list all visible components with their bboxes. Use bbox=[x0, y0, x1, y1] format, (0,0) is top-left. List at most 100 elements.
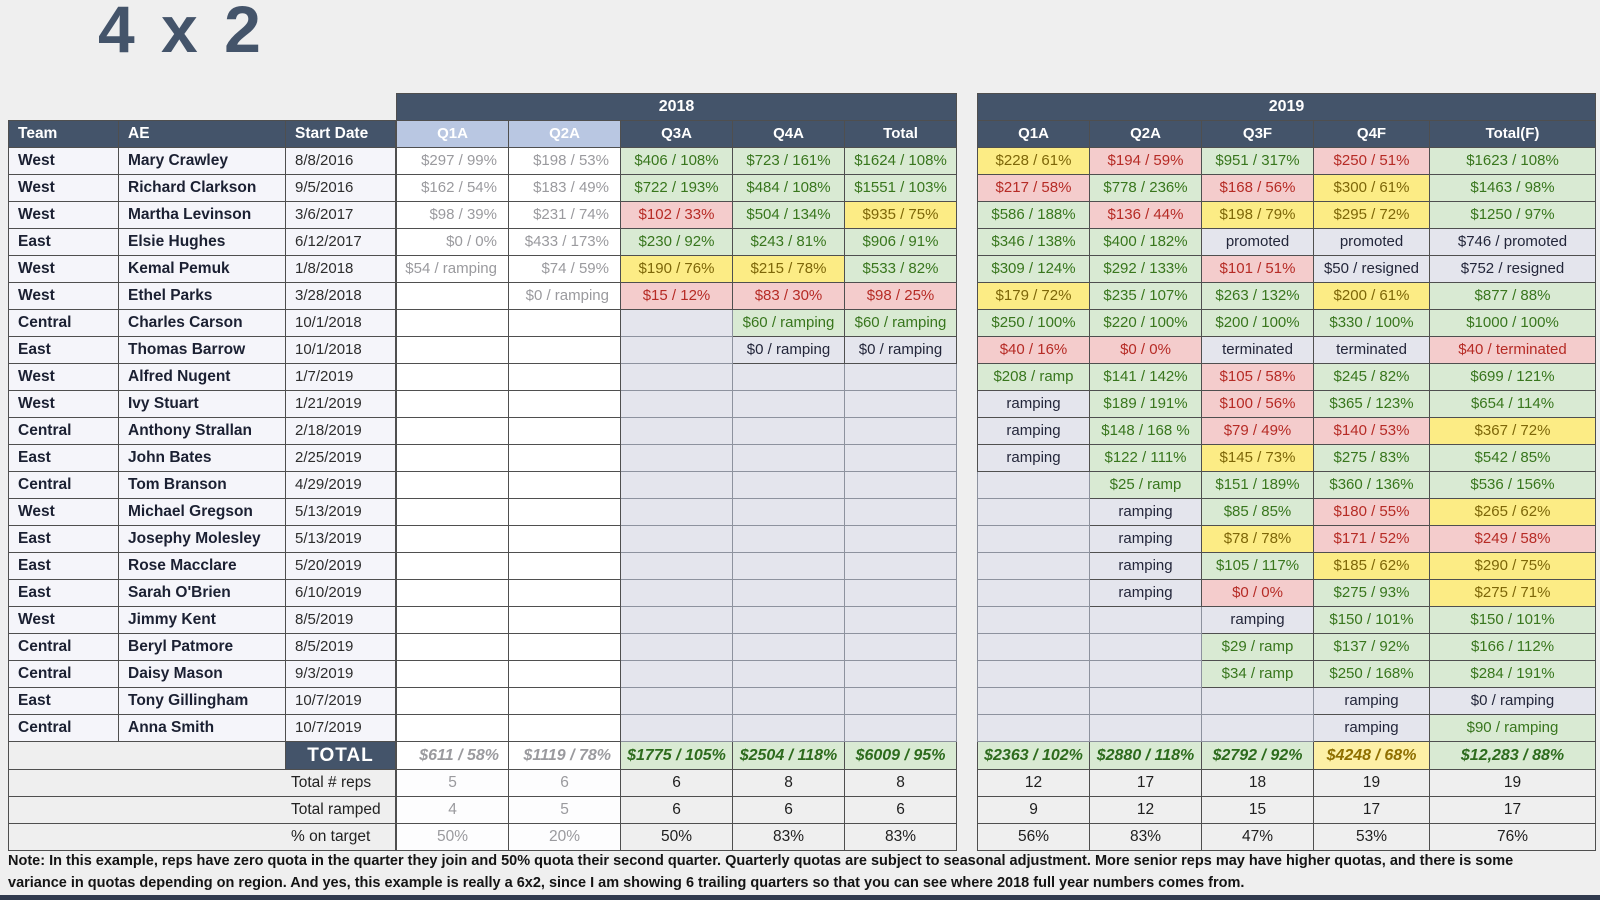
column-header-team[interactable]: Team bbox=[8, 120, 119, 148]
metric-cell[interactable]: $231 / 74% bbox=[508, 201, 621, 229]
metric-cell[interactable]: $90 / ramping bbox=[1429, 714, 1596, 742]
metric-cell[interactable] bbox=[977, 687, 1090, 715]
ae-cell[interactable]: John Bates bbox=[118, 444, 286, 472]
ae-cell[interactable]: Mary Crawley bbox=[118, 147, 286, 175]
metric-cell[interactable]: $1623 / 108% bbox=[1429, 147, 1596, 175]
metric-cell[interactable] bbox=[844, 579, 957, 607]
metric-cell[interactable]: $654 / 114% bbox=[1429, 390, 1596, 418]
start-date-cell[interactable]: 10/7/2019 bbox=[285, 714, 396, 742]
metric-cell[interactable]: $275 / 83% bbox=[1313, 444, 1430, 472]
metric-cell[interactable] bbox=[732, 579, 845, 607]
total-row-cell[interactable]: $1119 / 78% bbox=[508, 741, 621, 770]
ae-cell[interactable]: Charles Carson bbox=[118, 309, 286, 337]
metric-cell[interactable]: $0 / 0% bbox=[1201, 579, 1314, 607]
team-cell[interactable]: East bbox=[8, 228, 119, 256]
metric-cell[interactable]: $15 / 12% bbox=[620, 282, 733, 310]
metric-cell[interactable]: $245 / 82% bbox=[1313, 363, 1430, 391]
metric-cell[interactable]: $0 / 0% bbox=[396, 228, 509, 256]
metric-cell[interactable]: terminated bbox=[1313, 336, 1430, 364]
metric-cell[interactable]: $189 / 191% bbox=[1089, 390, 1202, 418]
metric-cell[interactable]: promoted bbox=[1201, 228, 1314, 256]
metric-cell[interactable]: ramping bbox=[977, 444, 1090, 472]
ae-cell[interactable]: Richard Clarkson bbox=[118, 174, 286, 202]
start-date-cell[interactable]: 8/8/2016 bbox=[285, 147, 396, 175]
metric-cell[interactable]: $723 / 161% bbox=[732, 147, 845, 175]
metric-cell[interactable] bbox=[508, 363, 621, 391]
metric-cell[interactable]: $150 / 101% bbox=[1429, 606, 1596, 634]
ae-cell[interactable]: Tom Branson bbox=[118, 471, 286, 499]
metric-cell[interactable] bbox=[396, 633, 509, 661]
metric-cell[interactable]: $400 / 182% bbox=[1089, 228, 1202, 256]
metric-cell[interactable]: $136 / 44% bbox=[1089, 201, 1202, 229]
metric-cell[interactable]: $60 / ramping bbox=[732, 309, 845, 337]
metric-cell[interactable] bbox=[620, 417, 733, 445]
metric-cell[interactable]: $295 / 72% bbox=[1313, 201, 1430, 229]
metric-cell[interactable] bbox=[844, 633, 957, 661]
start-date-cell[interactable]: 8/5/2019 bbox=[285, 633, 396, 661]
metric-cell[interactable] bbox=[396, 390, 509, 418]
metric-cell[interactable] bbox=[396, 444, 509, 472]
metric-cell[interactable]: $951 / 317% bbox=[1201, 147, 1314, 175]
column-header-start-date[interactable]: Start Date bbox=[285, 120, 396, 148]
metric-cell[interactable] bbox=[732, 552, 845, 580]
metric-cell[interactable] bbox=[508, 606, 621, 634]
metric-cell[interactable] bbox=[732, 444, 845, 472]
total-row-cell[interactable]: $6009 / 95% bbox=[844, 741, 957, 770]
team-cell[interactable]: East bbox=[8, 579, 119, 607]
metric-cell[interactable] bbox=[508, 390, 621, 418]
metric-cell[interactable] bbox=[508, 552, 621, 580]
metric-cell[interactable]: $171 / 52% bbox=[1313, 525, 1430, 553]
metric-cell[interactable]: $1000 / 100% bbox=[1429, 309, 1596, 337]
metric-cell[interactable]: $137 / 92% bbox=[1313, 633, 1430, 661]
column-header-q2a[interactable]: Q2A bbox=[1089, 120, 1202, 148]
metric-cell[interactable]: $217 / 58% bbox=[977, 174, 1090, 202]
ae-cell[interactable]: Tony Gillingham bbox=[118, 687, 286, 715]
team-cell[interactable]: Central bbox=[8, 417, 119, 445]
column-header-q2a[interactable]: Q2A bbox=[508, 120, 621, 148]
metric-cell[interactable]: $60 / ramping bbox=[844, 309, 957, 337]
metric-cell[interactable] bbox=[1089, 633, 1202, 661]
metric-cell[interactable]: $78 / 78% bbox=[1201, 525, 1314, 553]
metric-cell[interactable]: $275 / 71% bbox=[1429, 579, 1596, 607]
metric-cell[interactable] bbox=[620, 444, 733, 472]
metric-cell[interactable] bbox=[844, 498, 957, 526]
metric-cell[interactable] bbox=[620, 660, 733, 688]
metric-cell[interactable]: $275 / 93% bbox=[1313, 579, 1430, 607]
start-date-cell[interactable]: 10/1/2018 bbox=[285, 309, 396, 337]
team-cell[interactable]: East bbox=[8, 336, 119, 364]
metric-cell[interactable]: $85 / 85% bbox=[1201, 498, 1314, 526]
metric-cell[interactable]: $74 / 59% bbox=[508, 255, 621, 283]
metric-cell[interactable] bbox=[508, 660, 621, 688]
metric-cell[interactable] bbox=[732, 417, 845, 445]
metric-cell[interactable]: $504 / 134% bbox=[732, 201, 845, 229]
metric-cell[interactable] bbox=[844, 525, 957, 553]
metric-cell[interactable]: $208 / ramp bbox=[977, 363, 1090, 391]
metric-cell[interactable]: $198 / 79% bbox=[1201, 201, 1314, 229]
metric-cell[interactable]: $752 / resigned bbox=[1429, 255, 1596, 283]
metric-cell[interactable] bbox=[508, 525, 621, 553]
column-header-q4a[interactable]: Q4A bbox=[732, 120, 845, 148]
metric-cell[interactable]: $746 / promoted bbox=[1429, 228, 1596, 256]
metric-cell[interactable] bbox=[620, 363, 733, 391]
metric-cell[interactable] bbox=[844, 687, 957, 715]
metric-cell[interactable]: $140 / 53% bbox=[1313, 417, 1430, 445]
ae-cell[interactable]: Ethel Parks bbox=[118, 282, 286, 310]
metric-cell[interactable] bbox=[732, 525, 845, 553]
metric-cell[interactable] bbox=[620, 606, 733, 634]
start-date-cell[interactable]: 3/6/2017 bbox=[285, 201, 396, 229]
metric-cell[interactable]: $190 / 76% bbox=[620, 255, 733, 283]
metric-cell[interactable]: ramping bbox=[977, 390, 1090, 418]
metric-cell[interactable] bbox=[732, 633, 845, 661]
metric-cell[interactable]: $79 / 49% bbox=[1201, 417, 1314, 445]
column-header-q1a[interactable]: Q1A bbox=[977, 120, 1090, 148]
column-header-total[interactable]: Total bbox=[844, 120, 957, 148]
team-cell[interactable]: West bbox=[8, 174, 119, 202]
metric-cell[interactable]: $406 / 108% bbox=[620, 147, 733, 175]
metric-cell[interactable] bbox=[732, 687, 845, 715]
column-header-totalf[interactable]: Total(F) bbox=[1429, 120, 1596, 148]
team-cell[interactable]: West bbox=[8, 282, 119, 310]
metric-cell[interactable] bbox=[396, 363, 509, 391]
metric-cell[interactable]: $243 / 81% bbox=[732, 228, 845, 256]
start-date-cell[interactable]: 6/12/2017 bbox=[285, 228, 396, 256]
metric-cell[interactable]: $162 / 54% bbox=[396, 174, 509, 202]
